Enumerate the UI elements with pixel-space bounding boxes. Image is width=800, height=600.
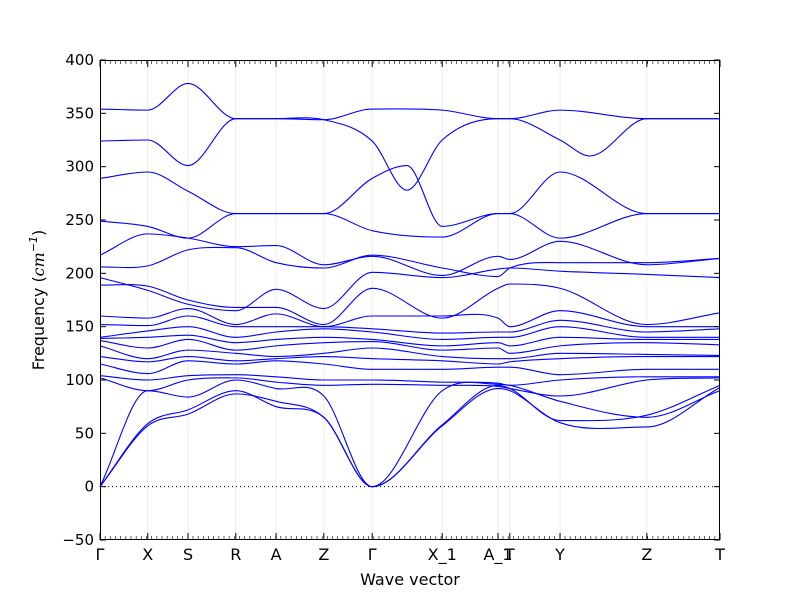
x-tick-label: A_1	[483, 545, 512, 565]
plot-frame	[100, 60, 720, 540]
y-tick-label: 150	[65, 318, 94, 336]
x-axis-label: Wave vector	[360, 570, 460, 589]
band-line-14	[99, 345, 721, 360]
x-tick-label: T	[714, 545, 725, 564]
band-line-17	[99, 374, 720, 386]
band-line-21	[99, 379, 721, 488]
band-line-15	[99, 355, 720, 365]
band-line-13	[99, 338, 721, 354]
y-tick-label: 300	[65, 158, 94, 176]
band-line-9	[99, 307, 720, 328]
y-tick-label: 0	[84, 478, 94, 496]
x-tick-label: X	[142, 545, 153, 564]
x-tick-label: A	[271, 545, 282, 564]
band-line-16	[99, 360, 720, 376]
x-tick-label: R	[230, 545, 241, 564]
x-tick-label: Z	[318, 545, 329, 564]
x-tick-label: S	[183, 545, 193, 564]
y-tick-label: 400	[65, 51, 94, 69]
band-line-2	[99, 117, 720, 191]
x-tick-label: Γ	[368, 545, 377, 564]
x-tick-label: Z	[641, 545, 652, 564]
band-line-12	[99, 334, 720, 347]
y-tick-label: 200	[65, 264, 94, 282]
x-tick-label: Γ	[96, 545, 105, 564]
y-axis-label: Frequency (cm−1)	[27, 230, 48, 371]
band-line-10	[99, 315, 721, 334]
band-line-7	[99, 267, 721, 312]
dispersion-series-layer	[99, 82, 721, 488]
y-tick-label: 100	[65, 371, 94, 389]
high-symmetry-lines	[147, 60, 648, 540]
y-tick-label: 350	[65, 104, 94, 122]
band-line-3	[99, 165, 720, 227]
band-line-18	[99, 377, 721, 397]
band-line-20	[99, 386, 721, 488]
y-ticks-layer: −50 0 50 100 150 200 250 300 350 400	[62, 51, 720, 549]
x-tick-label: Y	[554, 545, 565, 564]
band-line-8	[99, 283, 721, 326]
band-line-1	[99, 82, 720, 121]
y-tick-label: 250	[65, 211, 94, 229]
band-line-11	[99, 326, 720, 341]
y-tick-label: −50	[62, 531, 94, 549]
x-tick-label: T	[504, 545, 515, 564]
x-tick-label: X_1	[428, 545, 457, 565]
y-tick-label: 50	[75, 424, 94, 442]
band-line-6	[99, 246, 721, 278]
band-line-5	[99, 233, 721, 277]
